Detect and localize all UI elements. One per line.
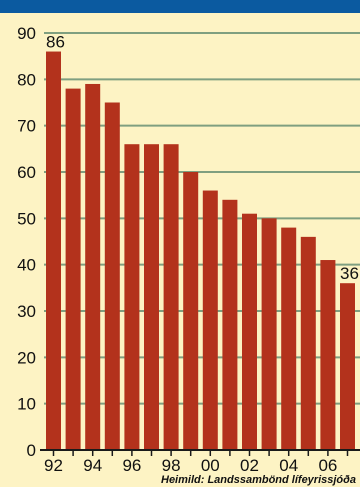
bar-93 — [65, 88, 81, 450]
y-tick-label: 0 — [27, 441, 36, 460]
bar-05 — [300, 236, 316, 450]
bar-92 — [46, 51, 61, 451]
bar-00 — [202, 190, 218, 451]
y-tick-label: 90 — [17, 24, 36, 43]
bar-98 — [163, 144, 179, 450]
bar-04 — [281, 227, 297, 450]
y-tick-label: 70 — [17, 117, 36, 136]
axes — [40, 449, 360, 456]
bar-97 — [144, 144, 159, 450]
x-tick-label: 98 — [162, 456, 181, 475]
x-tick-label: 92 — [44, 456, 63, 475]
bar-03 — [261, 218, 277, 450]
bar-06 — [320, 260, 336, 450]
header-band — [0, 0, 360, 13]
bar-94 — [85, 83, 101, 450]
data-label: 86 — [46, 33, 65, 52]
bar-01 — [222, 199, 238, 450]
y-tick-label: 50 — [17, 209, 36, 228]
bar-02 — [242, 213, 257, 450]
x-tick-label: 94 — [83, 456, 102, 475]
bar-99 — [183, 172, 199, 450]
y-tick-label: 40 — [17, 256, 36, 275]
y-tick-label: 80 — [17, 70, 36, 89]
y-tick-label: 10 — [17, 395, 36, 414]
x-tick-label: 06 — [318, 456, 337, 475]
bars — [46, 51, 355, 451]
labels: 0 10 20 30 40 50 60 70 80 90 92 94 96 98 00 02 04 06 86 36 — [17, 24, 359, 475]
bar-96 — [124, 144, 140, 450]
bar-07 — [340, 283, 355, 450]
y-tick-label: 30 — [17, 302, 36, 321]
y-tick-label: 20 — [17, 348, 36, 367]
x-tick-label: 00 — [201, 456, 220, 475]
source-note: Heimild: Landssambönd lífeyrissjóða — [161, 474, 356, 486]
x-tick-label: 02 — [240, 456, 259, 475]
x-tick-label: 04 — [279, 456, 298, 475]
data-label: 36 — [340, 264, 359, 283]
y-tick-label: 60 — [17, 163, 36, 182]
x-tick-label: 96 — [122, 456, 141, 475]
bar-95 — [104, 102, 120, 450]
